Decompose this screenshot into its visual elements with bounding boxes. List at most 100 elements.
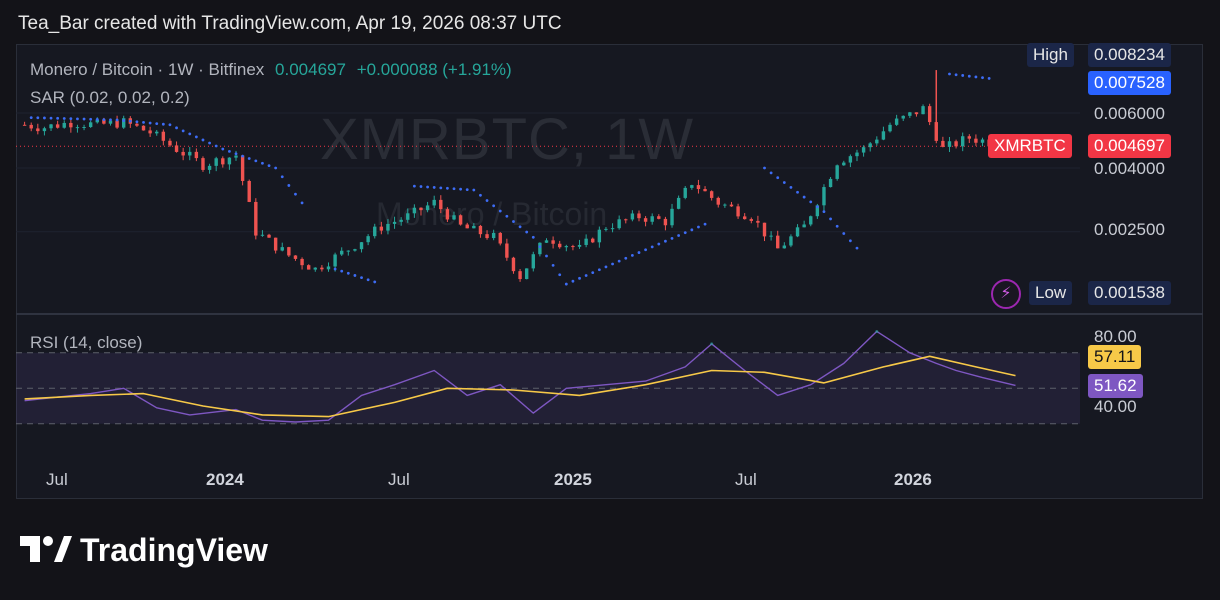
sar-dot [531, 235, 535, 239]
candle-body [102, 119, 106, 124]
sar-dot [835, 224, 839, 228]
sar-legend[interactable]: SAR (0.02, 0.02, 0.2) [30, 88, 190, 107]
sar-dot [419, 185, 423, 188]
sar-dot [518, 225, 522, 229]
candle-body [29, 124, 33, 129]
sar-dot [300, 201, 304, 205]
candle-body [240, 155, 245, 181]
high-value-tag: 0.008234 [1088, 43, 1171, 67]
candle-body [201, 158, 205, 170]
sar-dot [426, 185, 429, 189]
sar-dot [247, 157, 251, 160]
sar-dot [809, 200, 813, 204]
sar-dot [62, 117, 66, 120]
sar-dot [637, 251, 641, 254]
sar-dot [353, 274, 357, 277]
candle-body [921, 106, 925, 115]
sar-dot [591, 271, 595, 275]
candle-body [458, 215, 463, 225]
candle-body [809, 216, 813, 225]
candle-body [716, 197, 720, 205]
candle-body [894, 118, 899, 125]
ticker-tag: XMRBTC [988, 134, 1072, 158]
time-label: Jul [388, 470, 410, 489]
candle-body [135, 123, 139, 126]
candle-body [914, 112, 919, 115]
candle-body [161, 131, 166, 141]
sar-dot [578, 276, 581, 280]
sar-dot [564, 282, 568, 286]
sar-dot [181, 129, 185, 133]
candle-body [247, 180, 251, 202]
candle-body [55, 124, 60, 128]
candle-body [439, 199, 443, 210]
candle-body [980, 139, 985, 143]
last-price-tag: 0.004697 [1088, 134, 1171, 158]
candle-body [511, 257, 516, 272]
candle-body [927, 106, 932, 123]
candle-body [723, 204, 727, 206]
candle-body [941, 140, 945, 147]
candle-body [300, 258, 304, 266]
candle-body [425, 205, 430, 211]
candle-body [399, 219, 403, 222]
candle-body [591, 238, 595, 243]
time-label: 2024 [206, 470, 244, 489]
candle-body [227, 157, 232, 165]
sar-dot [142, 120, 145, 124]
rsi-value-tag: 51.62 [1088, 374, 1143, 398]
sar-dot [366, 278, 370, 282]
candle-body [155, 131, 159, 134]
rsi-ma-tag: 57.11 [1088, 345, 1142, 369]
candle-body [95, 119, 99, 123]
time-label: Jul [46, 470, 68, 489]
candle-body [908, 112, 912, 116]
sar-dot [842, 232, 846, 235]
rsi-tick: 40.00 [1094, 397, 1137, 416]
candle-body [676, 197, 681, 209]
pane-divider[interactable] [16, 313, 1203, 315]
candle-body [564, 246, 569, 248]
candle-body [670, 208, 674, 226]
candle-body [188, 151, 192, 156]
sar-dot [512, 220, 515, 223]
candle-body [888, 124, 892, 132]
sar-dot [373, 280, 377, 284]
candle-body [855, 152, 859, 157]
symbol-legend[interactable]: Monero / Bitcoin · 1W · Bitfinex 0.00469… [30, 60, 518, 80]
rsi-tick: 80.00 [1094, 327, 1137, 346]
candle-body [267, 234, 271, 238]
sar-dot [492, 204, 496, 208]
sar-dot [234, 152, 238, 156]
candle-body [558, 243, 562, 248]
candle-body [379, 226, 384, 231]
candle-body [406, 213, 410, 220]
candle-body [234, 155, 238, 158]
candle-body [465, 224, 469, 229]
sar-dot [558, 273, 562, 277]
sar-dot [148, 121, 152, 125]
sar-dot [201, 138, 205, 142]
candle-body [802, 224, 806, 228]
candle-body [524, 268, 529, 280]
lightning-icon[interactable]: ⚡ [991, 279, 1021, 309]
candle-body [505, 243, 509, 258]
candle-body [194, 151, 199, 159]
sar-dot [961, 74, 965, 77]
sar-dot [465, 188, 469, 192]
candle-body [736, 206, 740, 217]
chart-frame[interactable] [16, 44, 1203, 499]
candle-body [624, 219, 628, 221]
candle-body [491, 232, 496, 239]
legend-price: 0.004697 [275, 60, 346, 79]
candle-body [122, 118, 126, 128]
sar-dot [49, 116, 53, 120]
price-tick: 0.006000 [1094, 104, 1165, 123]
legend-change: +0.000088 (+1.91%) [356, 60, 512, 79]
candle-body [531, 254, 535, 269]
sar-dot [776, 176, 780, 180]
rsi-overbought-mark [710, 342, 714, 346]
sar-dot [122, 119, 126, 122]
rsi-legend[interactable]: RSI (14, close) [30, 333, 143, 352]
